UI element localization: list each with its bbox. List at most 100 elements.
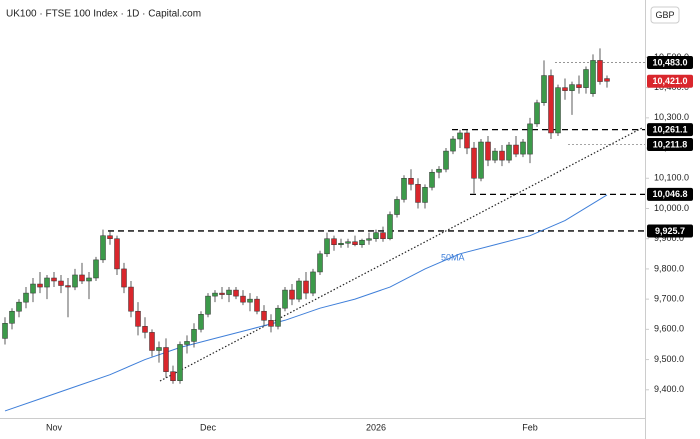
candle-body bbox=[30, 283, 36, 294]
candle-body bbox=[247, 298, 253, 303]
candle-body bbox=[562, 87, 568, 91]
candle-body bbox=[170, 371, 176, 381]
candle-body bbox=[499, 150, 505, 161]
x-tick-label: Dec bbox=[200, 422, 217, 432]
candle-body bbox=[16, 301, 22, 312]
candle-body bbox=[534, 102, 540, 125]
candle-body bbox=[184, 341, 190, 345]
candle-body bbox=[23, 292, 29, 303]
candle-body bbox=[303, 280, 309, 294]
candle-body bbox=[471, 147, 477, 179]
candle-body bbox=[422, 187, 428, 203]
candle-body bbox=[415, 184, 421, 203]
candle-body bbox=[401, 178, 407, 200]
candle-body bbox=[506, 144, 512, 161]
candle-body bbox=[541, 75, 547, 103]
candle-body bbox=[366, 238, 372, 241]
candle-body bbox=[72, 274, 78, 288]
x-tick-label: Feb bbox=[522, 422, 538, 432]
candle-body bbox=[37, 283, 43, 288]
candle-body bbox=[604, 78, 610, 82]
candle-body bbox=[590, 60, 596, 94]
y-tick-label: 9,800.0 bbox=[654, 263, 684, 273]
candle-body bbox=[310, 271, 316, 294]
y-tick-label: 9,900.0 bbox=[654, 233, 684, 243]
candle-body bbox=[86, 277, 92, 282]
candle-body bbox=[114, 238, 120, 270]
candle-body bbox=[387, 214, 393, 239]
candle-body bbox=[198, 313, 204, 330]
y-tick-label: 9,600.0 bbox=[654, 324, 684, 334]
candle-body bbox=[268, 320, 274, 327]
candle-body bbox=[450, 138, 456, 152]
x-tick-label: Nov bbox=[46, 422, 63, 432]
candle-body bbox=[583, 69, 589, 88]
currency: GBP bbox=[655, 10, 674, 20]
candle-body bbox=[100, 235, 106, 261]
candle-body bbox=[240, 295, 246, 303]
candle-body bbox=[289, 289, 295, 300]
candle-body bbox=[492, 150, 498, 161]
candle-body bbox=[520, 141, 526, 155]
level-label-box bbox=[647, 137, 693, 151]
level-label-box bbox=[647, 74, 693, 88]
y-tick-label: 9,400.0 bbox=[654, 384, 684, 394]
level-label: 9,925.7 bbox=[655, 226, 685, 236]
level-label: 10,421.0 bbox=[652, 76, 687, 86]
candle-body bbox=[331, 238, 337, 245]
candle-body bbox=[128, 286, 134, 312]
candle-body bbox=[177, 344, 183, 381]
candle-body bbox=[345, 241, 351, 244]
candle-body bbox=[58, 280, 64, 286]
candle-body bbox=[163, 347, 169, 372]
level-label-box bbox=[647, 123, 693, 137]
level-label: 10,483.0 bbox=[652, 57, 687, 67]
candle-body bbox=[261, 310, 267, 321]
candle-body bbox=[527, 123, 533, 155]
candle-body bbox=[226, 289, 232, 295]
candle-body bbox=[2, 323, 8, 339]
candle-body bbox=[478, 141, 484, 179]
moving-average bbox=[4, 194, 608, 412]
candle-body bbox=[324, 238, 330, 255]
level-label-box bbox=[647, 224, 693, 238]
candle-body bbox=[205, 295, 211, 315]
candle-body bbox=[296, 280, 302, 300]
level-label: 10,261.1 bbox=[652, 124, 687, 134]
candle-body bbox=[485, 141, 491, 161]
candle-body bbox=[212, 292, 218, 297]
candle-body bbox=[79, 274, 85, 282]
candle-body bbox=[121, 268, 127, 288]
candle-body bbox=[191, 329, 197, 342]
candle-body bbox=[254, 298, 260, 312]
candle-body bbox=[464, 132, 470, 149]
candle-body bbox=[373, 232, 379, 239]
candle-body bbox=[408, 178, 414, 185]
candle-body bbox=[394, 199, 400, 215]
candle-body bbox=[93, 259, 99, 279]
candle-body bbox=[380, 232, 386, 239]
ma-label: 50MA bbox=[441, 252, 465, 262]
candle-body bbox=[142, 326, 148, 333]
candle-body bbox=[576, 84, 582, 88]
level-label-box bbox=[647, 56, 693, 70]
candle-body bbox=[135, 310, 141, 327]
candle-body bbox=[65, 285, 71, 288]
candle-body bbox=[156, 347, 162, 351]
level-label-box bbox=[647, 187, 693, 201]
candle-body bbox=[457, 132, 463, 140]
candle-body bbox=[352, 241, 358, 245]
y-tick-label: 10,100.0 bbox=[654, 173, 689, 183]
chart-title: UK100 · FTSE 100 Index · 1D · Capital.co… bbox=[6, 9, 201, 20]
candle-body bbox=[597, 60, 603, 82]
candle-body bbox=[233, 289, 239, 297]
level-label: 10,211.8 bbox=[653, 139, 688, 149]
candle-body bbox=[107, 235, 113, 239]
candle-body bbox=[555, 87, 561, 134]
candle-body bbox=[317, 253, 323, 273]
candle-body bbox=[359, 239, 365, 245]
candle-body bbox=[429, 171, 435, 188]
candle-body bbox=[44, 277, 50, 288]
candle-body bbox=[275, 307, 281, 327]
